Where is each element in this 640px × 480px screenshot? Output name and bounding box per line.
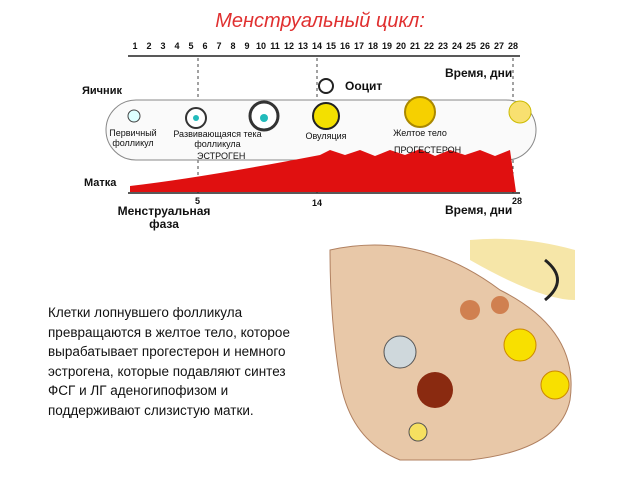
oocyte-dot	[260, 114, 268, 122]
day-number: 20	[395, 41, 406, 51]
ruptured-follicle	[417, 372, 453, 408]
day-number: 14	[311, 41, 322, 51]
day-number: 24	[451, 41, 462, 51]
day-number: 3	[160, 41, 166, 51]
day-number: 19	[381, 41, 392, 51]
axis-label: Время, дни	[445, 203, 513, 217]
caption-line: превращаются в желтое тело, которое	[48, 324, 290, 340]
day-number: 17	[353, 41, 364, 51]
oocyte-label: Ооцит	[345, 79, 383, 93]
caption-line: вырабатывает прогестерон и немного	[48, 344, 286, 359]
day-number: 1	[132, 41, 138, 51]
corpus-luteum	[503, 328, 537, 362]
phase-label: Менструальная фаза	[117, 204, 211, 231]
corpus-luteum	[404, 96, 436, 128]
day-number: 6	[202, 41, 208, 51]
follicle	[460, 300, 480, 320]
stage-label: Желтое тело	[393, 128, 447, 138]
caption-line: ФСГ и ЛГ аденогипофизом и	[48, 383, 229, 398]
corpus-luteum	[540, 370, 570, 400]
caption-line: Клетки лопнувшего фолликула	[48, 305, 243, 320]
day-number: 9	[244, 41, 250, 51]
day-number: 8	[230, 41, 236, 51]
ovary-label: Яичник	[82, 85, 122, 97]
corpus-albicans	[508, 100, 532, 124]
follicle	[127, 109, 141, 123]
day-number: 28	[507, 41, 518, 51]
day-number: 15	[325, 41, 336, 51]
body-figure	[470, 238, 575, 300]
ovary-illustration	[329, 238, 575, 461]
uterus-label: Матка	[84, 177, 117, 189]
day-number: 10	[255, 41, 266, 51]
stage-label: Первичный фолликул	[109, 128, 157, 148]
day-number: 22	[423, 41, 434, 51]
day-number: 26	[479, 41, 490, 51]
day-number: 23	[437, 41, 448, 51]
day-number: 7	[216, 41, 222, 51]
day-number: 16	[339, 41, 350, 51]
day-number: 25	[465, 41, 476, 51]
axis-label: Время, дни	[445, 66, 513, 80]
day-number: 2	[146, 41, 152, 51]
oocyte	[318, 78, 334, 94]
day-number: 5	[188, 41, 194, 51]
hormone-label: ПРОГЕСТЕРОН	[394, 145, 462, 155]
day-mark: 14	[312, 198, 323, 208]
stage-label: Овуляция	[305, 131, 347, 141]
oocyte	[408, 422, 428, 442]
title: Менструальный цикл:	[215, 10, 425, 32]
follicles	[127, 78, 532, 132]
day-mark: 5	[195, 196, 201, 206]
day-number: 13	[297, 41, 308, 51]
ovulation	[312, 102, 340, 130]
follicle	[383, 335, 417, 369]
day-number: 12	[283, 41, 294, 51]
arrow	[544, 258, 559, 302]
day-number: 18	[367, 41, 378, 51]
day-number: 4	[174, 41, 180, 51]
day-mark: 28	[512, 196, 523, 206]
follicle	[491, 296, 509, 314]
day-number: 21	[409, 41, 420, 51]
oocyte-dot	[193, 115, 199, 121]
ovary-shape	[329, 244, 572, 461]
hormone-label: ЭСТРОГЕН	[197, 151, 246, 161]
caption-line: поддерживают слизистую матки.	[48, 402, 254, 418]
stage-label: Развивающаяся тека фолликула	[173, 129, 262, 149]
caption-line: эстрогена, которые подавляют синтез	[48, 363, 286, 379]
day-number: 27	[493, 41, 504, 51]
endometrium	[130, 149, 516, 192]
day-number: 11	[270, 41, 280, 51]
